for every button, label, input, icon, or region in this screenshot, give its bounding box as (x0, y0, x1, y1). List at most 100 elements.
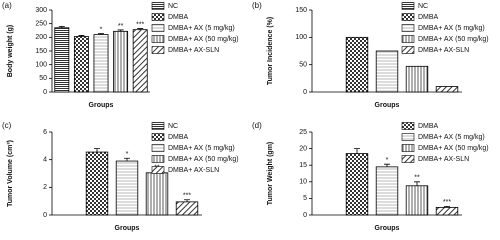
legend-swatch (151, 122, 165, 130)
legend-label: DMBA (168, 134, 189, 141)
error-bar (98, 33, 104, 35)
legend-swatch (151, 46, 165, 54)
y-tick-label: 200 (35, 34, 47, 41)
significance-label: *** (183, 193, 191, 200)
error-bar (384, 163, 390, 167)
bar (405, 65, 429, 93)
y-axis-title: Tumor Incidence (%) (267, 17, 274, 85)
significance-label: * (386, 157, 389, 164)
y-tick-label: 100 (35, 62, 47, 69)
panel-label: (a) (2, 1, 12, 10)
y-tick-label: 2 (43, 184, 47, 191)
legend-swatch (401, 24, 415, 32)
y-tick-label: 0 (303, 89, 307, 96)
legend-label: DMBA+ AX-SLN (168, 167, 219, 174)
legend-swatch (401, 144, 415, 152)
panel-label: (b) (252, 1, 262, 10)
error-bar (124, 157, 130, 162)
bar (132, 29, 148, 93)
legend-swatch (151, 144, 165, 152)
y-axis-title: Tumor Weight (gm) (267, 142, 274, 206)
error-bar (94, 148, 100, 153)
bar (93, 34, 109, 93)
x-axis-title: Groups (115, 225, 140, 232)
legend-swatch (151, 24, 165, 32)
legend-label: DMBA+ AX-SLN (418, 156, 469, 163)
legend-label: DMBA+ AX (50 mg/kg) (168, 156, 239, 163)
y-tick-label: 25 (299, 129, 307, 136)
error-bar (137, 28, 144, 30)
y-tick-label: 15 (299, 162, 307, 169)
legend-swatch (151, 2, 165, 10)
legend-label: DMBA (418, 123, 439, 130)
y-tick-label: 50 (39, 75, 47, 82)
bar (435, 86, 459, 93)
legend-swatch (151, 13, 165, 21)
error-bar (78, 35, 85, 37)
legend-label: DMBA+ AX (5 mg/kg) (168, 25, 235, 32)
y-tick-label: 20 (299, 145, 307, 152)
bar (405, 185, 429, 216)
legend-swatch (401, 133, 415, 141)
y-tick-label: 6 (43, 129, 47, 136)
x-axis-title: Groups (89, 102, 114, 109)
y-tick-label: 150 (35, 48, 47, 55)
error-bar (354, 148, 360, 154)
panel-label: (c) (2, 121, 12, 130)
significance-label: *** (443, 199, 451, 206)
legend-label: DMBA+ AX (5 mg/kg) (418, 25, 485, 32)
y-tick-label: 50 (299, 62, 307, 69)
legend-label: DMBA+ AX (50 mg/kg) (168, 36, 239, 43)
legend-swatch (401, 13, 415, 21)
error-bar (414, 181, 420, 186)
legend-swatch (151, 133, 165, 141)
legend-label: NC (168, 123, 178, 130)
significance-label: * (100, 26, 103, 33)
legend-label: DMBA+ AX-SLN (168, 47, 219, 54)
bar (435, 206, 459, 216)
bar (73, 36, 89, 93)
legend-swatch (151, 35, 165, 43)
y-axis-title: Tumor Volume (cm³) (7, 140, 14, 207)
error-bar (117, 29, 124, 32)
y-tick-label: 300 (35, 7, 47, 14)
legend-label: DMBA+ AX (50 mg/kg) (418, 145, 489, 152)
legend-swatch (401, 46, 415, 54)
bar (345, 36, 369, 93)
legend-label: DMBA+ AX (5 mg/kg) (418, 134, 485, 141)
bar (375, 50, 399, 93)
bar (145, 172, 169, 216)
bar (115, 160, 139, 216)
y-tick-label: 5 (303, 195, 307, 202)
bar (113, 30, 129, 93)
y-tick-label: 4 (43, 157, 47, 164)
legend-swatch (401, 35, 415, 43)
y-tick-label: 150 (295, 7, 307, 14)
legend-label: DMBA+ AX (50 mg/kg) (418, 36, 489, 43)
bar (85, 151, 109, 216)
error-bar (184, 199, 190, 202)
y-axis-title: Body weight (g) (7, 25, 14, 78)
legend-label: NC (168, 3, 178, 10)
bar (54, 27, 70, 93)
legend-label: DMBA+ AX (5 mg/kg) (168, 145, 235, 152)
legend-swatch (151, 155, 165, 163)
significance-label: * (126, 151, 129, 158)
bar (375, 166, 399, 216)
legend-label: DMBA (168, 14, 189, 21)
legend-label: NC (418, 3, 428, 10)
significance-label: *** (136, 21, 144, 28)
y-tick-label: 10 (299, 179, 307, 186)
legend-swatch (401, 155, 415, 163)
legend-swatch (401, 122, 415, 130)
error-bar (58, 26, 65, 28)
y-tick-label: 0 (303, 212, 307, 219)
x-axis-title: Groups (375, 102, 400, 109)
y-tick-label: 250 (35, 21, 47, 28)
bar (345, 153, 369, 216)
legend-swatch (151, 166, 165, 174)
y-tick-label: 0 (43, 212, 47, 219)
y-tick-label: 100 (295, 34, 307, 41)
